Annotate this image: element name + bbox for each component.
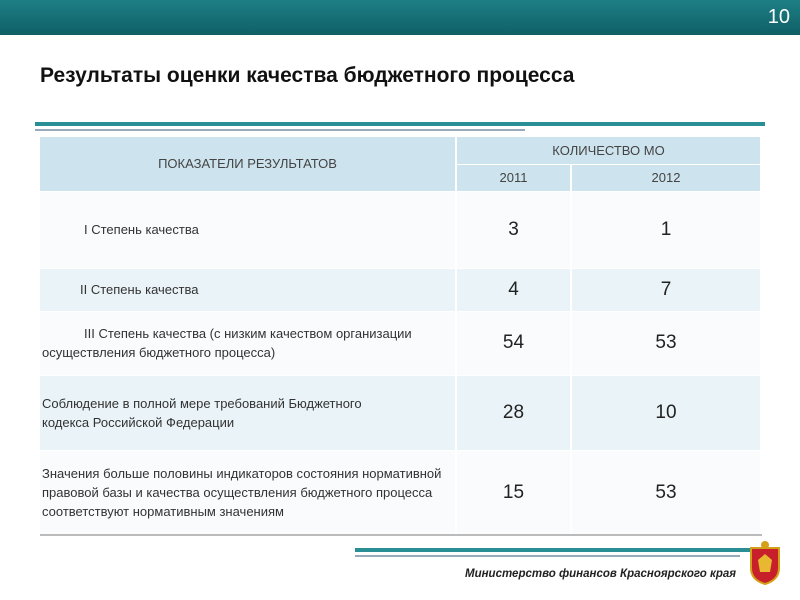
header-cell: КОЛИЧЕСТВО МО <box>456 137 762 165</box>
divider <box>355 548 765 552</box>
cell: 7 <box>571 268 762 312</box>
divider <box>35 122 765 126</box>
cell: 3 <box>456 191 572 269</box>
footer: Министерство финансов Красноярского края <box>465 568 737 580</box>
divider <box>40 534 762 536</box>
top-bar <box>0 0 800 35</box>
cell: 10 <box>571 375 762 451</box>
slide-number: 10 <box>767 6 790 28</box>
divider <box>35 129 525 131</box>
cell: 28 <box>456 375 572 451</box>
cell: 1 <box>571 191 762 269</box>
coat-of-arms <box>750 541 780 586</box>
results-table: ПОКАЗАТЕЛИ РЕЗУЛЬТАТОВ КОЛИЧЕСТВО МО 201… <box>40 137 762 536</box>
cell: 4 <box>456 268 572 312</box>
divider <box>355 555 740 557</box>
row-label: Значения больше половины индикаторов сос… <box>40 450 457 536</box>
row-label: III Степень качества (с низким качеством… <box>40 311 457 376</box>
cell: 53 <box>571 450 762 536</box>
header-cell: ПОКАЗАТЕЛИ РЕЗУЛЬТАТОВ <box>40 137 457 192</box>
cell: 15 <box>456 450 572 536</box>
title: Результаты оценки качества бюджетного пр… <box>40 64 575 87</box>
year-cell: 2012 <box>571 164 762 192</box>
cell: 54 <box>456 311 572 376</box>
year-cell: 2011 <box>456 164 572 192</box>
row-label: I Степень качества <box>40 191 457 269</box>
row-label: II Степень качества <box>40 268 457 312</box>
cell: 53 <box>571 311 762 376</box>
row-label: Соблюдение в полной мере требований Бюдж… <box>40 375 457 451</box>
